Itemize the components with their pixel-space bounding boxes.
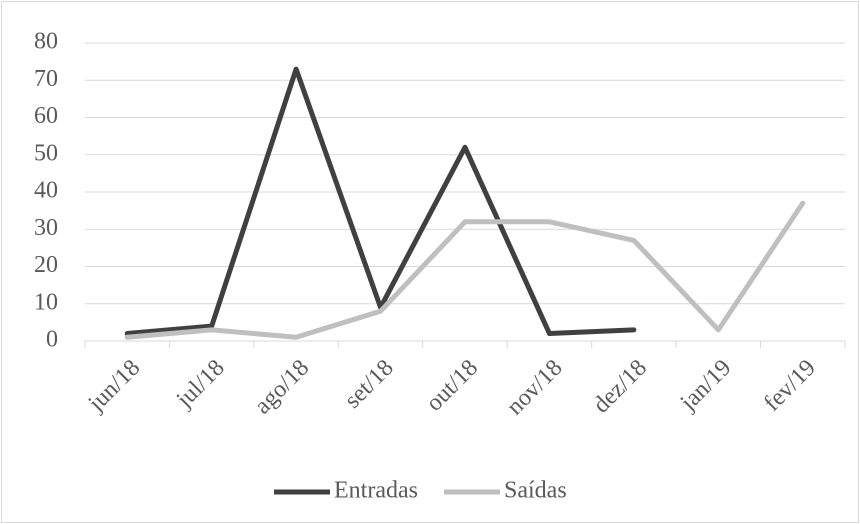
- y-tick-label: 50: [34, 140, 58, 166]
- series-line: [124, 200, 806, 340]
- y-tick-label: 0: [46, 327, 58, 353]
- y-tick-label: 10: [34, 289, 58, 315]
- y-tick-label: 80: [34, 29, 58, 55]
- y-tick-label: 60: [34, 103, 58, 129]
- legend-label: Entradas: [334, 478, 418, 504]
- y-tick-label: 30: [34, 215, 58, 241]
- series-line: [124, 66, 637, 337]
- y-tick-label: 70: [34, 66, 58, 92]
- y-tick-label: 20: [34, 252, 58, 278]
- y-tick-label: 40: [34, 178, 58, 204]
- legend-label: Saídas: [504, 478, 567, 504]
